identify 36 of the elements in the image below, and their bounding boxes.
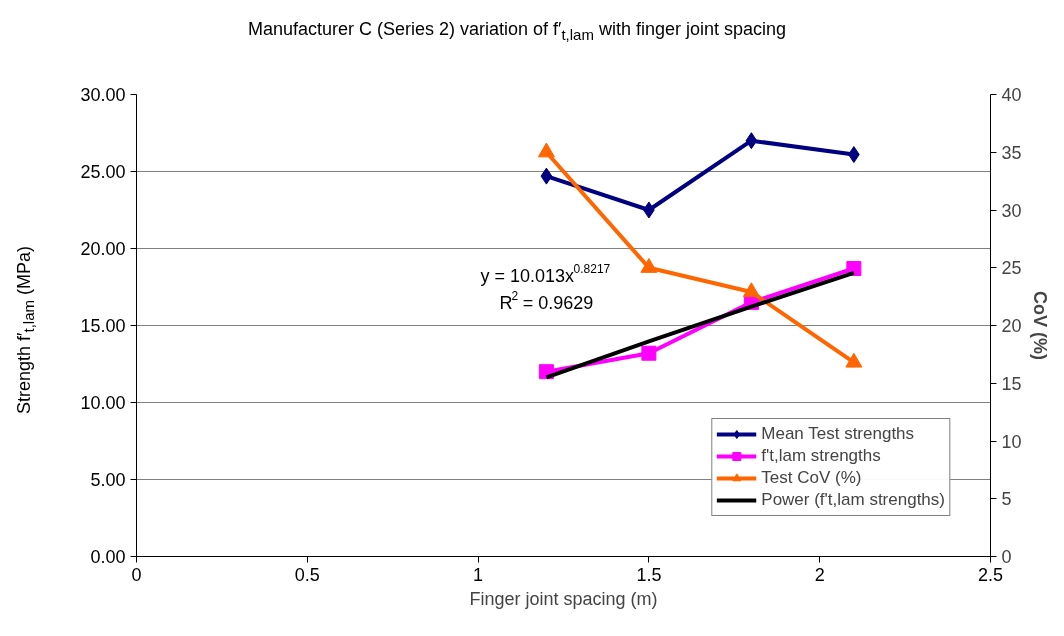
legend-label: Test CoV (%) [761, 467, 862, 489]
y2-tick-label: 5 [1001, 489, 1012, 510]
point [845, 352, 863, 368]
y2-tick-label: 20 [1001, 316, 1022, 336]
y-tick-label: 30.00 [80, 85, 126, 105]
point [745, 132, 758, 150]
y2-tick-label: 0 [1001, 547, 1012, 567]
x-axis-title: Finger joint spacing (m) [469, 588, 658, 609]
point [540, 167, 553, 185]
x-tick-label: 1.5 [636, 564, 662, 585]
chart-title: Manufacturer C (Series 2) variation of f′$_{t,lam}$ with finger joint spacing [246, 18, 788, 43]
y2-tick-label: 40 [1001, 85, 1022, 105]
y2-tick-label: 10 [1001, 431, 1022, 452]
y-tick-label: 0.00 [90, 547, 126, 567]
y2-tick-label: 25 [1001, 258, 1022, 279]
y-tick-label: 15.00 [80, 316, 126, 336]
y2-tick-label: 30 [1001, 200, 1022, 221]
point [537, 142, 555, 158]
legend-label: Power (f't,lam strengths) [761, 489, 945, 511]
y-tick-label: 10.00 [80, 393, 126, 413]
y-tick-label: 25.00 [80, 162, 126, 182]
x-tick-label: 2.5 [977, 564, 1004, 585]
x-tick-label: 1 [473, 564, 484, 585]
y-tick-label: 5.00 [90, 470, 126, 490]
y2-axis-title: CoV (%) [1029, 291, 1050, 360]
y2-tick-label: 15 [1001, 373, 1022, 394]
point [742, 282, 760, 298]
x-tick-label: 0 [131, 564, 142, 585]
legend-label: f't,lam strengths [761, 445, 881, 467]
x-tick-label: 0.5 [294, 564, 320, 585]
point [641, 345, 657, 361]
y2-tick-label: 35 [1001, 142, 1022, 163]
point [640, 258, 658, 273]
legend-label: Mean Test strengths [761, 423, 915, 445]
x-tick-label: 2 [814, 564, 825, 585]
y-tick-label: 20.00 [80, 239, 126, 259]
